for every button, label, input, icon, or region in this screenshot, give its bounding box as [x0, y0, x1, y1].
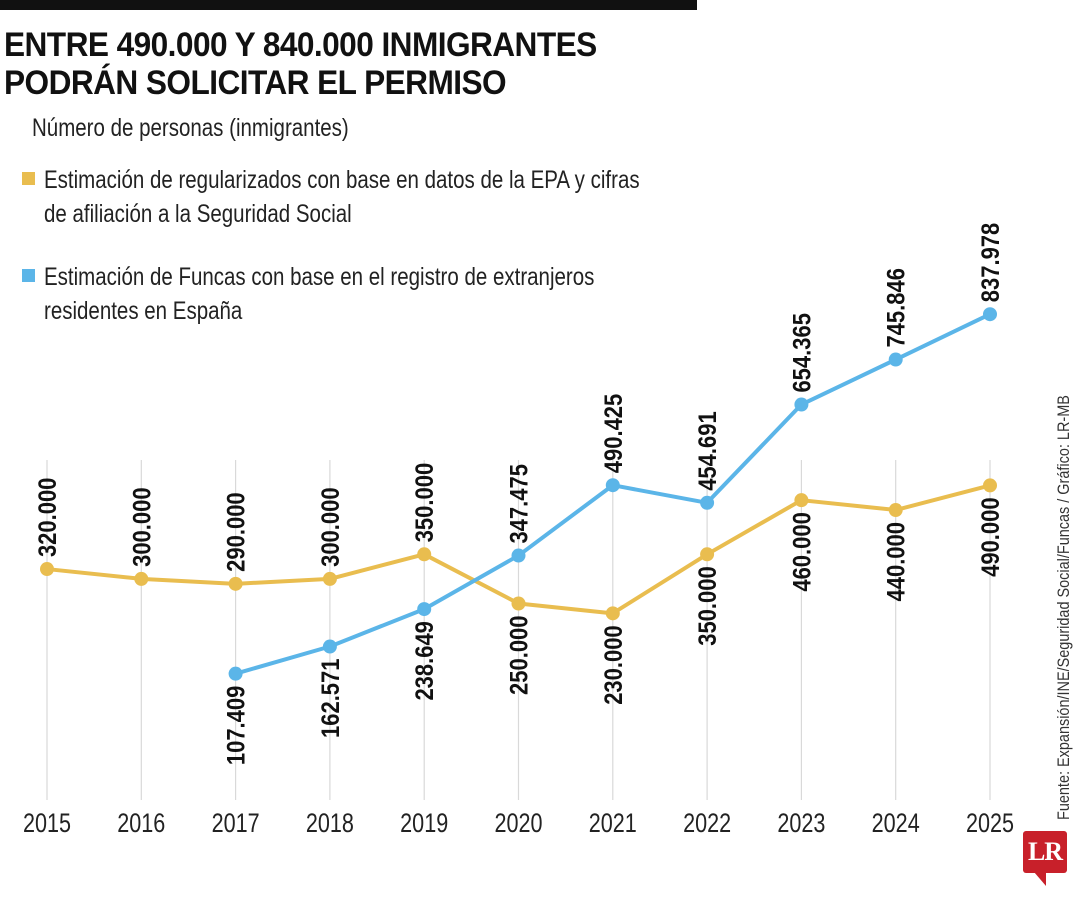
data-label-funcas-2023: 654.365	[788, 313, 816, 392]
data-label-funcas-2025: 837.978	[977, 223, 1005, 302]
data-point-regularizados-2021	[605, 606, 620, 621]
data-label-regularizados-2024: 440.000	[882, 522, 910, 601]
source-credit: Fuente: Expansión/INE/Seguridad Social/F…	[1054, 395, 1073, 820]
data-label-regularizados-2019: 350.000	[411, 463, 439, 542]
data-label-funcas-2024: 745.846	[882, 268, 910, 347]
data-label-regularizados-2025: 490.000	[977, 497, 1005, 576]
data-point-funcas-2017	[228, 666, 243, 681]
data-label-regularizados-2020: 250.000	[505, 616, 533, 695]
data-point-regularizados-2024	[888, 503, 903, 518]
chart-subtitle: Número de personas (inmigrantes)	[32, 114, 349, 142]
data-point-regularizados-2015	[40, 562, 54, 577]
x-tick-label-2019: 2019	[400, 809, 448, 839]
x-tick-label-2024: 2024	[872, 809, 920, 839]
lr-logo: LR	[1023, 831, 1067, 873]
data-label-regularizados-2015: 320.000	[34, 478, 62, 557]
legend-label: Estimación de regularizados con base en …	[44, 166, 640, 228]
data-point-funcas-2022	[700, 495, 715, 510]
data-label-regularizados-2023: 460.000	[788, 512, 816, 591]
data-point-funcas-2021	[605, 478, 620, 493]
x-tick-label-2021: 2021	[589, 809, 637, 839]
x-tick-label-2017: 2017	[212, 809, 260, 839]
data-point-funcas-2018	[322, 639, 337, 654]
data-label-regularizados-2021: 230.000	[600, 625, 628, 704]
data-label-funcas-2020: 347.475	[505, 464, 533, 543]
lr-logo-text: LR	[1027, 837, 1063, 866]
x-tick-label-2025: 2025	[966, 809, 1014, 839]
legend-swatch-blue	[22, 269, 35, 282]
data-point-regularizados-2022	[700, 547, 715, 562]
data-label-funcas-2017: 107.409	[222, 686, 250, 765]
data-label-regularizados-2017: 290.000	[222, 492, 250, 571]
data-label-regularizados-2022: 350.000	[694, 566, 722, 645]
data-point-regularizados-2016	[134, 571, 149, 586]
data-point-regularizados-2025	[983, 478, 997, 493]
legend-label: Estimación de Funcas con base en el regi…	[44, 263, 595, 325]
legend-item-regularizados: Estimación de regularizados con base en …	[22, 163, 770, 231]
data-point-funcas-2024	[888, 352, 903, 367]
series-points	[40, 307, 997, 681]
x-tick-label-2020: 2020	[494, 809, 542, 839]
chart-title: ENTRE 490.000 Y 840.000 INMIGRANTES PODR…	[4, 26, 597, 102]
data-point-regularizados-2018	[322, 571, 337, 586]
data-labels: 320.000 300.000 290.000 300.000 350.000 250.0…	[34, 223, 1005, 765]
data-label-funcas-2018: 162.571	[317, 659, 345, 738]
legend-swatch-yellow	[22, 172, 35, 185]
data-point-funcas-2019	[417, 602, 432, 617]
chart-title-line-2: PODRÁN SOLICITAR EL PERMISO	[4, 64, 507, 102]
data-label-regularizados-2018: 300.000	[317, 487, 345, 566]
data-point-funcas-2025	[983, 307, 997, 322]
data-point-funcas-2020	[511, 548, 526, 563]
top-rule	[0, 0, 697, 10]
chart-title-line-1: ENTRE 490.000 Y 840.000 INMIGRANTES	[4, 26, 597, 64]
data-point-funcas-2023	[794, 397, 809, 412]
x-axis-tick-labels: 2015 2016 2017 2018 2019 2020 2021 2022 2023 2024…	[23, 809, 1014, 839]
data-label-funcas-2022: 454.691	[694, 411, 722, 490]
x-tick-label-2016: 2016	[117, 809, 165, 839]
lr-logo-speech-tail	[1034, 872, 1046, 886]
data-label-regularizados-2016: 300.000	[128, 487, 156, 566]
data-label-funcas-2021: 490.425	[600, 394, 628, 473]
data-point-regularizados-2017	[228, 576, 243, 591]
x-tick-label-2018: 2018	[306, 809, 354, 839]
x-tick-label-2015: 2015	[23, 809, 71, 839]
x-tick-label-2022: 2022	[683, 809, 731, 839]
data-label-funcas-2019: 238.649	[411, 621, 439, 700]
data-point-regularizados-2019	[417, 547, 432, 562]
legend-item-funcas: Estimación de Funcas con base en el regi…	[22, 260, 715, 328]
data-point-regularizados-2023	[794, 493, 809, 508]
data-point-regularizados-2020	[511, 596, 526, 611]
x-tick-label-2023: 2023	[777, 809, 825, 839]
